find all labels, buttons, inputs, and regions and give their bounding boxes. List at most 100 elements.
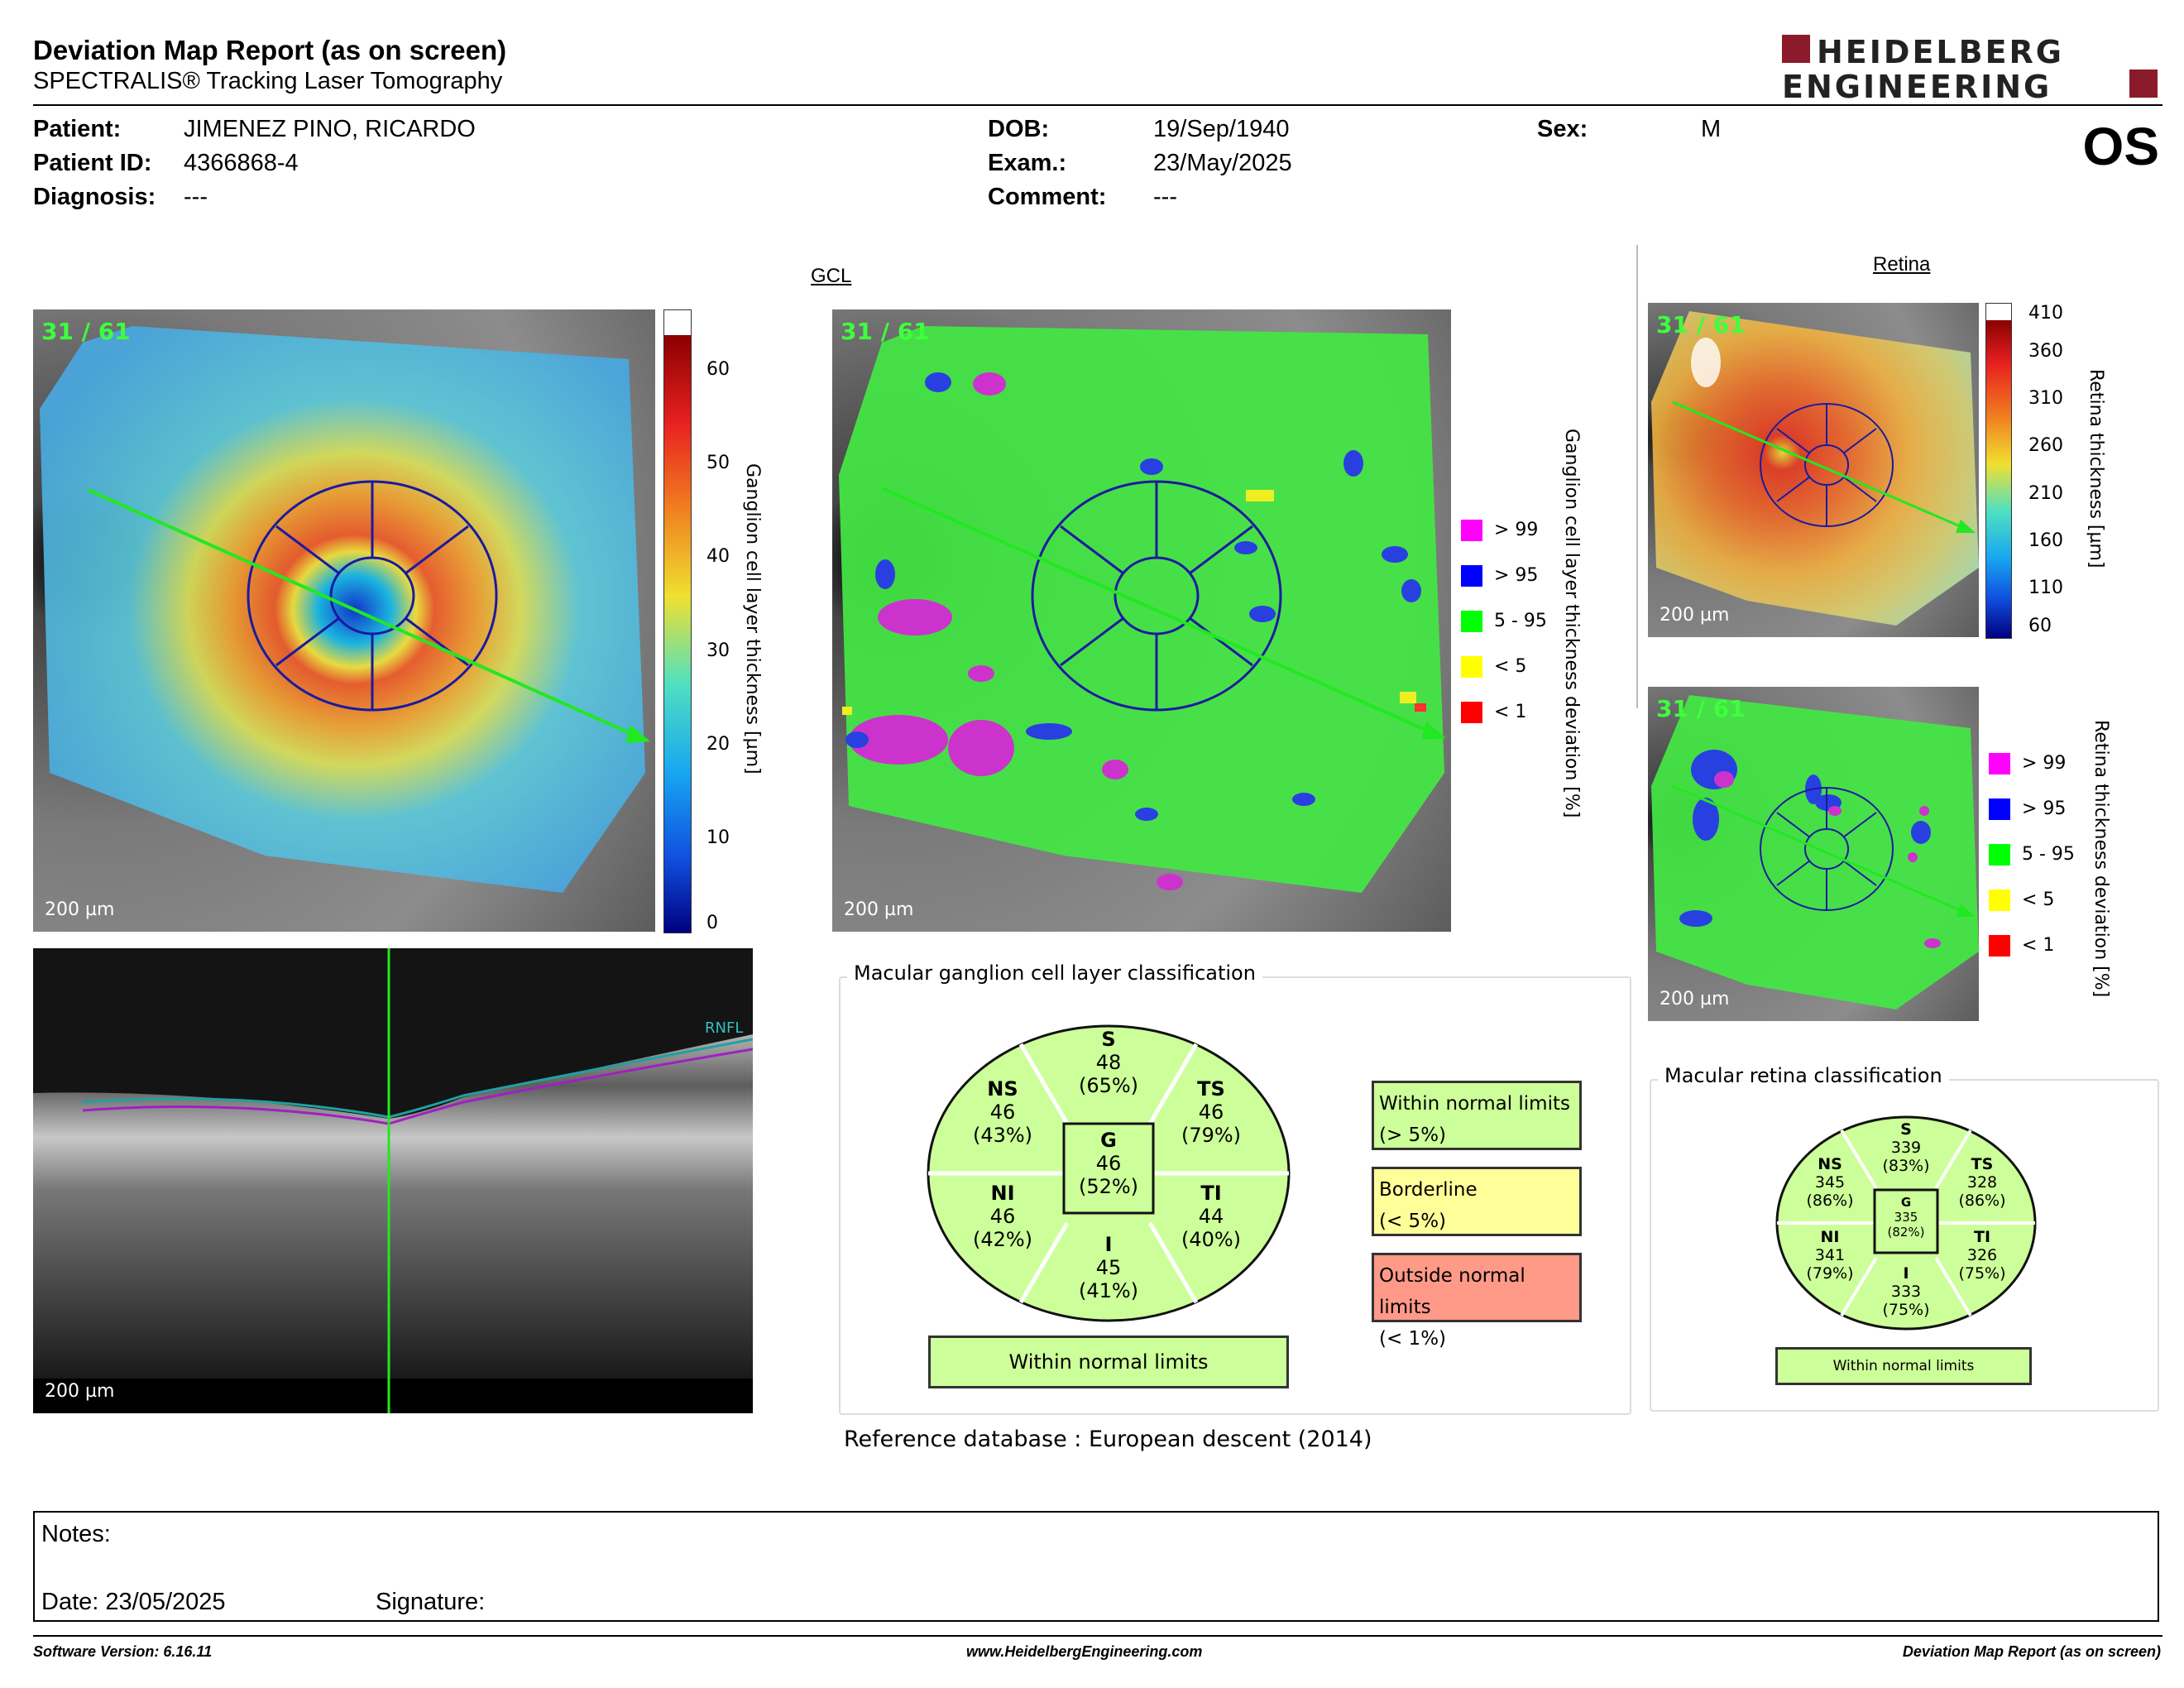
sector-ti: TI 326 (75%) [1958, 1228, 2006, 1283]
deviation-legend-item: > 99 [1461, 520, 1538, 541]
section-divider [1636, 245, 1638, 708]
sector-ns: NS 46 (43%) [972, 1077, 1033, 1147]
scale-bar: 200 µm [844, 899, 914, 920]
report-name: Deviation Map Report (as on screen) [1902, 1643, 2161, 1660]
website-link[interactable]: www.HeidelbergEngineering.com [966, 1643, 1203, 1660]
oct-bscan[interactable]: RNFL 200 µm [33, 948, 753, 1413]
svg-text:RNFL: RNFL [705, 1019, 743, 1037]
gcl-section-title: GCL [811, 265, 852, 287]
deviation-legend-item: < 1 [1989, 935, 2054, 957]
sector-s: S 339 (83%) [1882, 1120, 1930, 1175]
gcl-classification-title: Macular ganglion cell layer classificati… [847, 961, 1262, 985]
header-divider [33, 104, 2162, 106]
colorbar-tick: 50 [706, 453, 730, 473]
colorbar-tick: 20 [706, 734, 730, 755]
sector-i: I 45 (41%) [1078, 1233, 1139, 1302]
sector-ts: TS 46 (79%) [1181, 1077, 1242, 1147]
retina-deviation-map[interactable]: 31 / 61 200 µm [1648, 687, 1979, 1021]
colorbar-tick: 260 [2028, 435, 2063, 456]
deviation-legend-item: 5 - 95 [1461, 611, 1547, 632]
retina-section-title: Retina [1873, 253, 1931, 276]
sector-g: G 335 (82%) [1887, 1195, 1925, 1240]
sector-ts: TS 328 (86%) [1958, 1155, 2006, 1210]
software-version: Software Version: 6.16.11 [33, 1643, 213, 1660]
legend-within-normal: Within normal limits (> 5%) [1372, 1081, 1582, 1150]
sector-ns: NS 345 (86%) [1806, 1155, 1854, 1210]
sector-ni: NI 341 (79%) [1806, 1228, 1854, 1283]
legend-outside-normal: Outside normal limits (< 1%) [1372, 1253, 1582, 1350]
deviation-legend-item: < 1 [1461, 702, 1526, 723]
frame-counter: 31 / 61 [841, 318, 930, 345]
gcl-thickness-map[interactable]: 31 / 61 200 µm [33, 309, 655, 932]
gcl-classification-result: Within normal limits [928, 1336, 1289, 1388]
patient-name: JIMENEZ PINO, RICARDO [184, 116, 476, 142]
report-title: Deviation Map Report (as on screen) [33, 35, 507, 65]
sex-value: M [1701, 116, 1722, 142]
notes-box[interactable] [33, 1511, 2159, 1622]
eye-label: OS [2082, 117, 2159, 176]
notes-label: Notes: [41, 1521, 111, 1547]
sector-g: G 46 (52%) [1078, 1129, 1139, 1198]
svg-text:ENGINEERING: ENGINEERING [1782, 69, 2052, 101]
deviation-legend-item: < 5 [1461, 656, 1526, 678]
deviation-legend-item: < 5 [1989, 890, 2054, 911]
colorbar-tick: 0 [706, 913, 718, 933]
colorbar-tick: 160 [2028, 530, 2063, 551]
scale-bar: 200 µm [45, 1381, 115, 1402]
retina-classification-result: Within normal limits [1775, 1347, 2032, 1385]
footer-divider [33, 1635, 2162, 1637]
frame-counter: 31 / 61 [41, 318, 131, 345]
colorbar-tick: 410 [2028, 303, 2063, 324]
exam-label: Exam.: [988, 150, 1067, 176]
colorbar-tick: 310 [2028, 388, 2063, 409]
gcl-sector-chart [927, 1024, 1291, 1322]
retina-deviation-axis-label: Retina thickness deviation [%] [2091, 720, 2111, 998]
retina-sector-chart [1775, 1115, 2037, 1331]
colorbar-tick: 210 [2028, 483, 2063, 504]
retina-thickness-map[interactable]: 31 / 61 200 µm [1648, 303, 1979, 637]
sector-ti: TI 44 (40%) [1181, 1182, 1242, 1251]
comment-value: --- [1153, 184, 1177, 210]
colorbar-tick: 40 [706, 546, 730, 567]
gcl-deviation-map[interactable]: 31 / 61 200 µm [832, 309, 1451, 932]
retina-thickness-colorbar [1985, 303, 2012, 639]
deviation-legend-item: 5 - 95 [1989, 844, 2075, 866]
retina-classification-title: Macular retina classification [1658, 1064, 1949, 1087]
sex-label: Sex: [1537, 116, 1588, 142]
patient-label: Patient: [33, 116, 122, 142]
deviation-legend-item: > 95 [1989, 798, 2066, 820]
retina-thickness-axis-label: Retina thickness [µm] [2086, 369, 2106, 568]
legend-borderline: Borderline (< 5%) [1372, 1167, 1582, 1236]
report-subtitle: SPECTRALIS® Tracking Laser Tomography [33, 68, 503, 94]
reference-database: Reference database : European descent (2… [844, 1427, 1372, 1452]
sector-ni: NI 46 (42%) [972, 1182, 1033, 1251]
patient-id: 4366868-4 [184, 150, 299, 176]
colorbar-tick: 10 [706, 827, 730, 848]
scale-bar: 200 µm [1660, 989, 1730, 1009]
dob-value: 19/Sep/1940 [1153, 116, 1290, 142]
dob-label: DOB: [988, 116, 1050, 142]
colorbar-tick: 110 [2028, 578, 2063, 598]
colorbar-tick: 60 [706, 359, 730, 380]
heidelberg-logo: HEIDELBERG ENGINEERING [1782, 34, 2158, 101]
scale-bar: 200 µm [1660, 605, 1730, 626]
colorbar-tick: 360 [2028, 341, 2063, 362]
comment-label: Comment: [988, 184, 1107, 210]
colorbar-tick: 30 [706, 640, 730, 661]
sector-i: I 333 (75%) [1882, 1264, 1930, 1319]
scale-bar: 200 µm [45, 899, 115, 920]
signature-label: Signature: [376, 1589, 486, 1615]
gcl-thickness-colorbar [663, 309, 692, 933]
colorbar-tick: 60 [2028, 616, 2052, 636]
sector-s: S 48 (65%) [1078, 1028, 1139, 1097]
diagnosis-value: --- [184, 184, 208, 210]
deviation-legend-item: > 99 [1989, 753, 2066, 774]
svg-text:HEIDELBERG: HEIDELBERG [1817, 34, 2064, 70]
date-label: Date: 23/05/2025 [41, 1589, 226, 1615]
patient-id-label: Patient ID: [33, 150, 152, 176]
diagnosis-label: Diagnosis: [33, 184, 156, 210]
frame-counter: 31 / 61 [1656, 311, 1746, 338]
deviation-legend-item: > 95 [1461, 565, 1538, 587]
frame-counter: 31 / 61 [1656, 695, 1746, 722]
gcl-deviation-axis-label: Ganglion cell layer thickness deviation … [1561, 429, 1582, 818]
